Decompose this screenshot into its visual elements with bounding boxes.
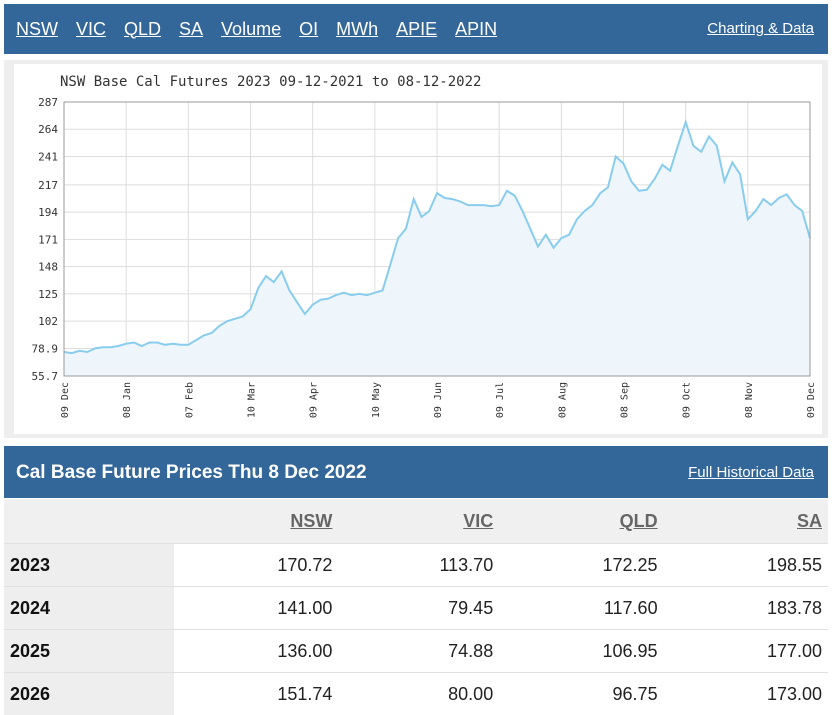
x-tick-label: 08 Nov bbox=[744, 382, 755, 418]
full-historical-link[interactable]: Full Historical Data bbox=[688, 464, 814, 481]
y-tick-label: 241 bbox=[38, 150, 58, 163]
y-tick-label: 102 bbox=[38, 315, 58, 328]
y-tick-label: 78.9 bbox=[32, 343, 59, 356]
cell-qld: 106.95 bbox=[499, 630, 663, 673]
charting-data-link[interactable]: Charting & Data bbox=[707, 20, 814, 37]
y-tick-label: 217 bbox=[38, 179, 58, 192]
cell-qld: 117.60 bbox=[499, 587, 663, 630]
x-tick-label: 10 Mar bbox=[247, 382, 258, 418]
chart-area: NSW Base Cal Futures 2023 09-12-2021 to … bbox=[14, 64, 822, 434]
x-tick-label: 09 Dec bbox=[806, 382, 817, 418]
row-year: 2023 bbox=[4, 544, 174, 587]
x-tick-label: 09 Apr bbox=[309, 382, 320, 418]
x-tick-label: 07 Feb bbox=[184, 382, 195, 418]
nav-nsw[interactable]: NSW bbox=[16, 19, 58, 40]
nav-mwh[interactable]: MWh bbox=[336, 19, 378, 40]
x-tick-label: 08 Aug bbox=[557, 382, 568, 418]
table-row: 2023 170.72 113.70 172.25 198.55 bbox=[4, 544, 828, 587]
row-year: 2026 bbox=[4, 673, 174, 715]
column-header-nsw[interactable]: NSW bbox=[174, 499, 338, 544]
nav-oi[interactable]: OI bbox=[299, 19, 318, 40]
y-tick-label: 194 bbox=[38, 206, 58, 219]
nav-volume[interactable]: Volume bbox=[221, 19, 281, 40]
table-title: Cal Base Future Prices Thu 8 Dec 2022 bbox=[16, 462, 367, 484]
row-year: 2025 bbox=[4, 630, 174, 673]
cell-sa: 198.55 bbox=[664, 544, 828, 587]
nav-sa[interactable]: SA bbox=[179, 19, 203, 40]
region-nav: NSW VIC QLD SA Volume OI MWh APIE APIN bbox=[16, 19, 515, 40]
cell-nsw: 141.00 bbox=[174, 587, 338, 630]
cell-nsw: 151.74 bbox=[174, 673, 338, 715]
column-header-vic[interactable]: VIC bbox=[338, 499, 499, 544]
cell-sa: 177.00 bbox=[664, 630, 828, 673]
column-header-qld[interactable]: QLD bbox=[499, 499, 663, 544]
cell-qld: 96.75 bbox=[499, 673, 663, 715]
x-tick-label: 09 Jun bbox=[433, 382, 444, 418]
x-tick-label: 09 Oct bbox=[682, 382, 693, 418]
futures-chart: NSW Base Cal Futures 2023 09-12-2021 to … bbox=[14, 64, 822, 434]
y-tick-label: 171 bbox=[38, 233, 58, 246]
year-column-header bbox=[4, 499, 174, 544]
table-row: 2026 151.74 80.00 96.75 173.00 bbox=[4, 673, 828, 715]
table-header-row: NSW VIC QLD SA bbox=[4, 499, 828, 544]
cell-vic: 113.70 bbox=[338, 544, 499, 587]
x-tick-label: 09 Jul bbox=[495, 382, 506, 418]
row-year: 2024 bbox=[4, 587, 174, 630]
cell-sa: 183.78 bbox=[664, 587, 828, 630]
cell-qld: 172.25 bbox=[499, 544, 663, 587]
nav-qld[interactable]: QLD bbox=[124, 19, 161, 40]
cell-vic: 80.00 bbox=[338, 673, 499, 715]
nav-apin[interactable]: APIN bbox=[455, 19, 497, 40]
table-row: 2024 141.00 79.45 117.60 183.78 bbox=[4, 587, 828, 630]
nav-apie[interactable]: APIE bbox=[396, 19, 437, 40]
nav-vic[interactable]: VIC bbox=[76, 19, 106, 40]
x-tick-label: 09 Dec bbox=[60, 382, 71, 418]
cell-vic: 74.88 bbox=[338, 630, 499, 673]
y-tick-label: 55.7 bbox=[32, 370, 59, 383]
x-tick-label: 08 Sep bbox=[620, 382, 631, 418]
cell-vic: 79.45 bbox=[338, 587, 499, 630]
cell-nsw: 136.00 bbox=[174, 630, 338, 673]
table-row: 2025 136.00 74.88 106.95 177.00 bbox=[4, 630, 828, 673]
cell-sa: 173.00 bbox=[664, 673, 828, 715]
cell-nsw: 170.72 bbox=[174, 544, 338, 587]
table-header-bar: Cal Base Future Prices Thu 8 Dec 2022 Fu… bbox=[4, 446, 828, 498]
x-tick-label: 08 Jan bbox=[122, 382, 133, 418]
x-tick-label: 10 May bbox=[371, 382, 382, 418]
column-header-sa[interactable]: SA bbox=[664, 499, 828, 544]
y-tick-label: 287 bbox=[38, 96, 58, 109]
top-nav-bar: NSW VIC QLD SA Volume OI MWh APIE APIN C… bbox=[4, 4, 828, 54]
y-tick-label: 264 bbox=[38, 123, 58, 136]
prices-table: NSW VIC QLD SA 2023 170.72 113.70 172.25… bbox=[4, 499, 828, 715]
y-tick-label: 125 bbox=[38, 288, 58, 301]
y-tick-label: 148 bbox=[38, 261, 58, 274]
chart-panel: NSW Base Cal Futures 2023 09-12-2021 to … bbox=[4, 60, 828, 438]
chart-title: NSW Base Cal Futures 2023 09-12-2021 to … bbox=[60, 74, 481, 90]
